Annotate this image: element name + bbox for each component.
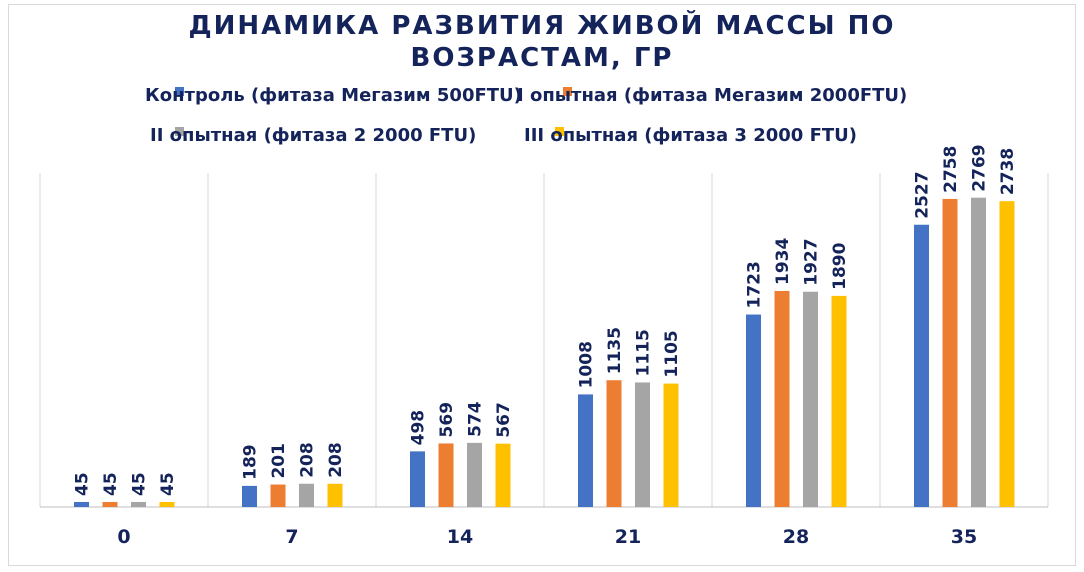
bar-age-14-series-4 <box>495 443 511 507</box>
x-tick-label-21: 21 <box>615 526 641 548</box>
chart-frame <box>8 4 1076 566</box>
bar-age-35-series-4 <box>999 201 1015 507</box>
data-label-age-7-series-1: 189 <box>241 444 261 480</box>
x-tick-label-35: 35 <box>951 526 977 548</box>
bar-age-7-series-4 <box>327 483 343 507</box>
data-label-age-35-series-4: 2738 <box>998 148 1018 195</box>
bar-age-35-series-1 <box>914 224 929 507</box>
bar-age-21-series-3 <box>635 382 650 507</box>
data-label-age-14-series-3: 574 <box>466 401 486 437</box>
data-label-age-21-series-4: 1105 <box>662 330 682 377</box>
data-label-age-21-series-2: 1135 <box>605 327 625 374</box>
bar-age-14-series-3 <box>467 442 482 507</box>
data-label-age-28-series-4: 1890 <box>830 242 850 289</box>
data-label-age-7-series-4: 208 <box>326 442 346 478</box>
data-label-age-28-series-2: 1934 <box>773 237 793 284</box>
data-label-age-28-series-1: 1723 <box>745 261 765 308</box>
legend-swatch-exp-1 <box>563 87 572 96</box>
legend-item-control: Контроль (фитаза Мегазим 500FTU) <box>145 85 522 106</box>
chart-title-line-2: ВОЗРАСТАМ, ГР <box>411 43 674 73</box>
data-label-age-35-series-3: 2769 <box>970 144 990 191</box>
legend-swatch-exp-3 <box>555 127 564 136</box>
x-tick-label-0: 0 <box>117 526 130 548</box>
legend-label-exp-3: III опытная (фитаза 3 2000 FTU) <box>524 125 857 146</box>
bar-age-14-series-1 <box>410 451 425 507</box>
data-label-age-21-series-1: 1008 <box>577 341 597 388</box>
data-label-age-28-series-3: 1927 <box>802 238 822 285</box>
bar-age-7-series-1 <box>242 485 257 507</box>
data-label-age-7-series-3: 208 <box>298 442 318 478</box>
data-label-age-14-series-1: 498 <box>409 410 429 446</box>
bar-age-7-series-3 <box>299 483 314 507</box>
bar-age-35-series-3 <box>971 197 986 507</box>
bar-age-0-series-1 <box>74 501 89 507</box>
chart-title: ДИНАМИКА РАЗВИТИЯ ЖИВОЙ МАССЫ ПО ВОЗРАСТ… <box>189 9 896 73</box>
x-tick-label-7: 7 <box>285 526 298 548</box>
data-label-age-7-series-2: 201 <box>269 443 289 479</box>
bar-age-21-series-4 <box>663 383 679 507</box>
data-label-age-0-series-4: 45 <box>158 472 178 496</box>
bar-age-28-series-2 <box>774 290 790 507</box>
data-label-age-0-series-2: 45 <box>101 472 121 496</box>
legend-swatch-control <box>175 87 184 96</box>
x-tick-label-28: 28 <box>783 526 809 548</box>
bar-age-21-series-2 <box>606 380 622 507</box>
data-label-age-35-series-2: 2758 <box>941 146 961 193</box>
legend-item-exp-2: II опытная (фитаза 2 2000 FTU) <box>150 125 476 146</box>
chart-title-line-1: ДИНАМИКА РАЗВИТИЯ ЖИВОЙ МАССЫ ПО <box>189 9 896 41</box>
bar-age-14-series-2 <box>438 443 454 507</box>
bar-age-28-series-4 <box>831 295 847 507</box>
data-label-age-14-series-2: 569 <box>437 402 457 438</box>
bar-age-0-series-3 <box>131 501 146 507</box>
plot-area: 45 45 45 45 0 189 201 208 208 7 498 569 574 567 14 1008… <box>39 144 1049 548</box>
legend-label-control: Контроль (фитаза Мегазим 500FTU) <box>145 85 522 106</box>
legend-swatch-exp-2 <box>175 127 184 136</box>
data-label-age-21-series-3: 1115 <box>634 329 654 376</box>
data-label-age-14-series-4: 567 <box>494 402 514 438</box>
data-label-age-0-series-3: 45 <box>130 472 150 496</box>
bar-age-35-series-2 <box>942 198 958 507</box>
bar-age-0-series-4 <box>159 501 175 507</box>
bar-age-28-series-3 <box>803 291 818 507</box>
bar-age-7-series-2 <box>270 484 286 507</box>
bar-age-21-series-1 <box>578 394 593 507</box>
legend-label-exp-1: I опытная (фитаза Мегазим 2000FTU) <box>517 85 907 106</box>
x-tick-label-14: 14 <box>447 526 473 548</box>
legend: Контроль (фитаза Мегазим 500FTU) I опытн… <box>145 85 907 146</box>
legend-item-exp-1: I опытная (фитаза Мегазим 2000FTU) <box>517 85 907 106</box>
data-label-age-0-series-1: 45 <box>73 472 93 496</box>
legend-item-exp-3: III опытная (фитаза 3 2000 FTU) <box>524 125 857 146</box>
bar-age-28-series-1 <box>746 314 761 507</box>
legend-label-exp-2: II опытная (фитаза 2 2000 FTU) <box>150 125 476 146</box>
bar-age-0-series-2 <box>102 501 118 507</box>
data-label-age-35-series-1: 2527 <box>913 171 933 218</box>
